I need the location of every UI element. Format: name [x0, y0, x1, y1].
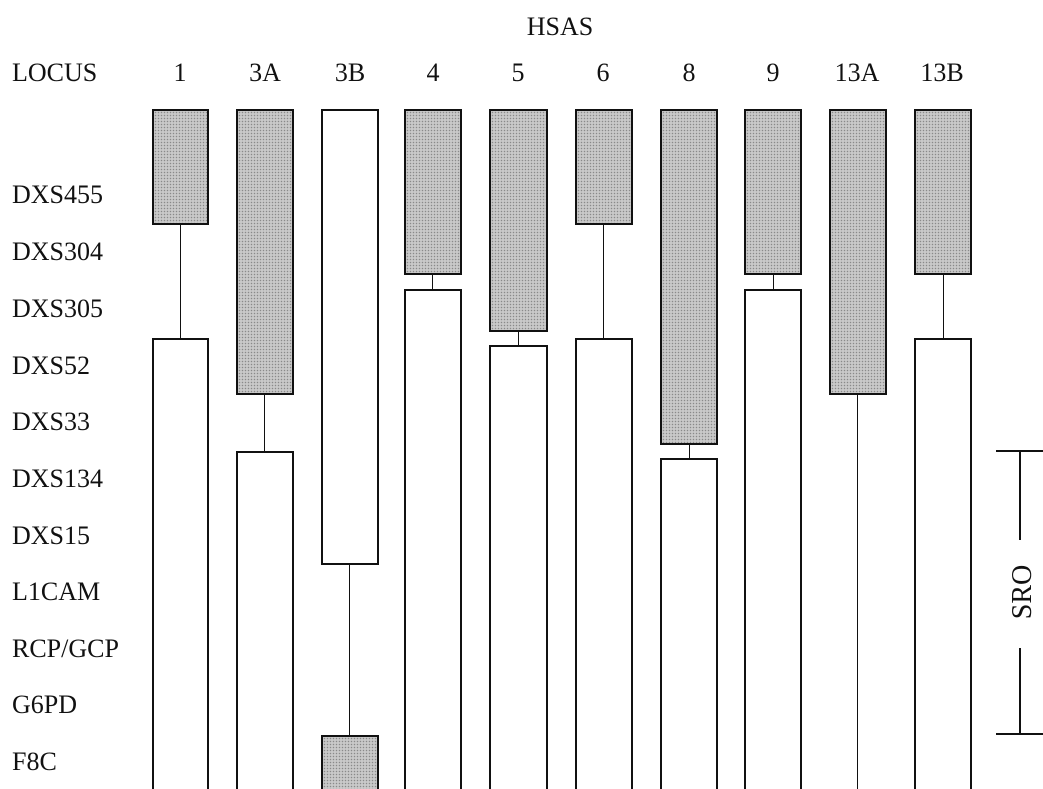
column-header-8: 8 — [682, 58, 696, 87]
column-header-13b: 13B — [920, 58, 964, 87]
deleted-segment-col-6 — [575, 109, 633, 225]
column-header-13a: 13A — [834, 58, 880, 87]
breakpoint-link-col-13a — [857, 395, 858, 789]
deleted-segment-col-13a — [829, 109, 887, 395]
column-header-6: 6 — [596, 58, 610, 87]
breakpoint-link-col-3b — [349, 565, 350, 735]
breakpoint-link-col-4 — [432, 275, 433, 289]
retained-segment-col-1 — [152, 338, 209, 789]
deleted-segment-col-3b — [321, 735, 379, 789]
breakpoint-link-col-1 — [180, 225, 181, 338]
column-header-1: 1 — [173, 58, 187, 87]
breakpoint-link-col-13b — [943, 275, 944, 338]
locus-label-dxs15: DXS15 — [12, 521, 91, 550]
retained-segment-col-5 — [489, 345, 548, 789]
locus-label-dxs134: DXS134 — [12, 464, 104, 493]
deleted-segment-col-4 — [404, 109, 462, 275]
sro-bracket-bottom-tick — [996, 733, 1043, 735]
deleted-segment-col-1 — [152, 109, 209, 225]
column-header-3b: 3B — [334, 58, 366, 87]
column-header-5: 5 — [511, 58, 525, 87]
breakpoint-link-col-8 — [689, 445, 690, 458]
locus-label-dxs33: DXS33 — [12, 407, 91, 436]
locus-label-f8c: F8C — [12, 747, 57, 776]
retained-segment-col-13b — [914, 338, 972, 789]
locus-label-dxs305: DXS305 — [12, 294, 104, 323]
sro-label: SRO — [1007, 564, 1038, 620]
locus-label-dxs304: DXS304 — [12, 237, 104, 266]
locus-label-g6pd: G6PD — [12, 690, 78, 719]
breakpoint-link-col-3a — [264, 395, 265, 451]
deleted-segment-col-8 — [660, 109, 718, 445]
retained-segment-col-6 — [575, 338, 633, 789]
sro-bracket-lower-line — [1019, 648, 1021, 734]
retained-segment-col-3a — [236, 451, 294, 789]
retained-segment-col-8 — [660, 458, 718, 789]
retained-segment-col-4 — [404, 289, 462, 789]
locus-label-rcp-gcp: RCP/GCP — [12, 634, 119, 663]
breakpoint-link-col-9 — [773, 275, 774, 289]
breakpoint-link-col-5 — [518, 332, 519, 345]
column-header-4: 4 — [426, 58, 440, 87]
retained-segment-col-9 — [744, 289, 802, 789]
deleted-segment-col-3a — [236, 109, 294, 395]
retained-segment-col-3b — [321, 109, 379, 565]
deleted-segment-col-5 — [489, 109, 548, 332]
deleted-segment-col-9 — [744, 109, 802, 275]
column-header-3a: 3A — [249, 58, 281, 87]
breakpoint-link-col-6 — [603, 225, 604, 338]
map-title: HSAS — [526, 12, 594, 41]
deleted-segment-col-13b — [914, 109, 972, 275]
sro-bracket-upper-line — [1019, 450, 1021, 540]
locus-label-dxs52: DXS52 — [12, 351, 91, 380]
column-header-9: 9 — [766, 58, 780, 87]
locus-label-dxs455: DXS455 — [12, 180, 104, 209]
locus-header: LOCUS — [12, 58, 98, 87]
locus-label-l1cam: L1CAM — [12, 577, 101, 606]
